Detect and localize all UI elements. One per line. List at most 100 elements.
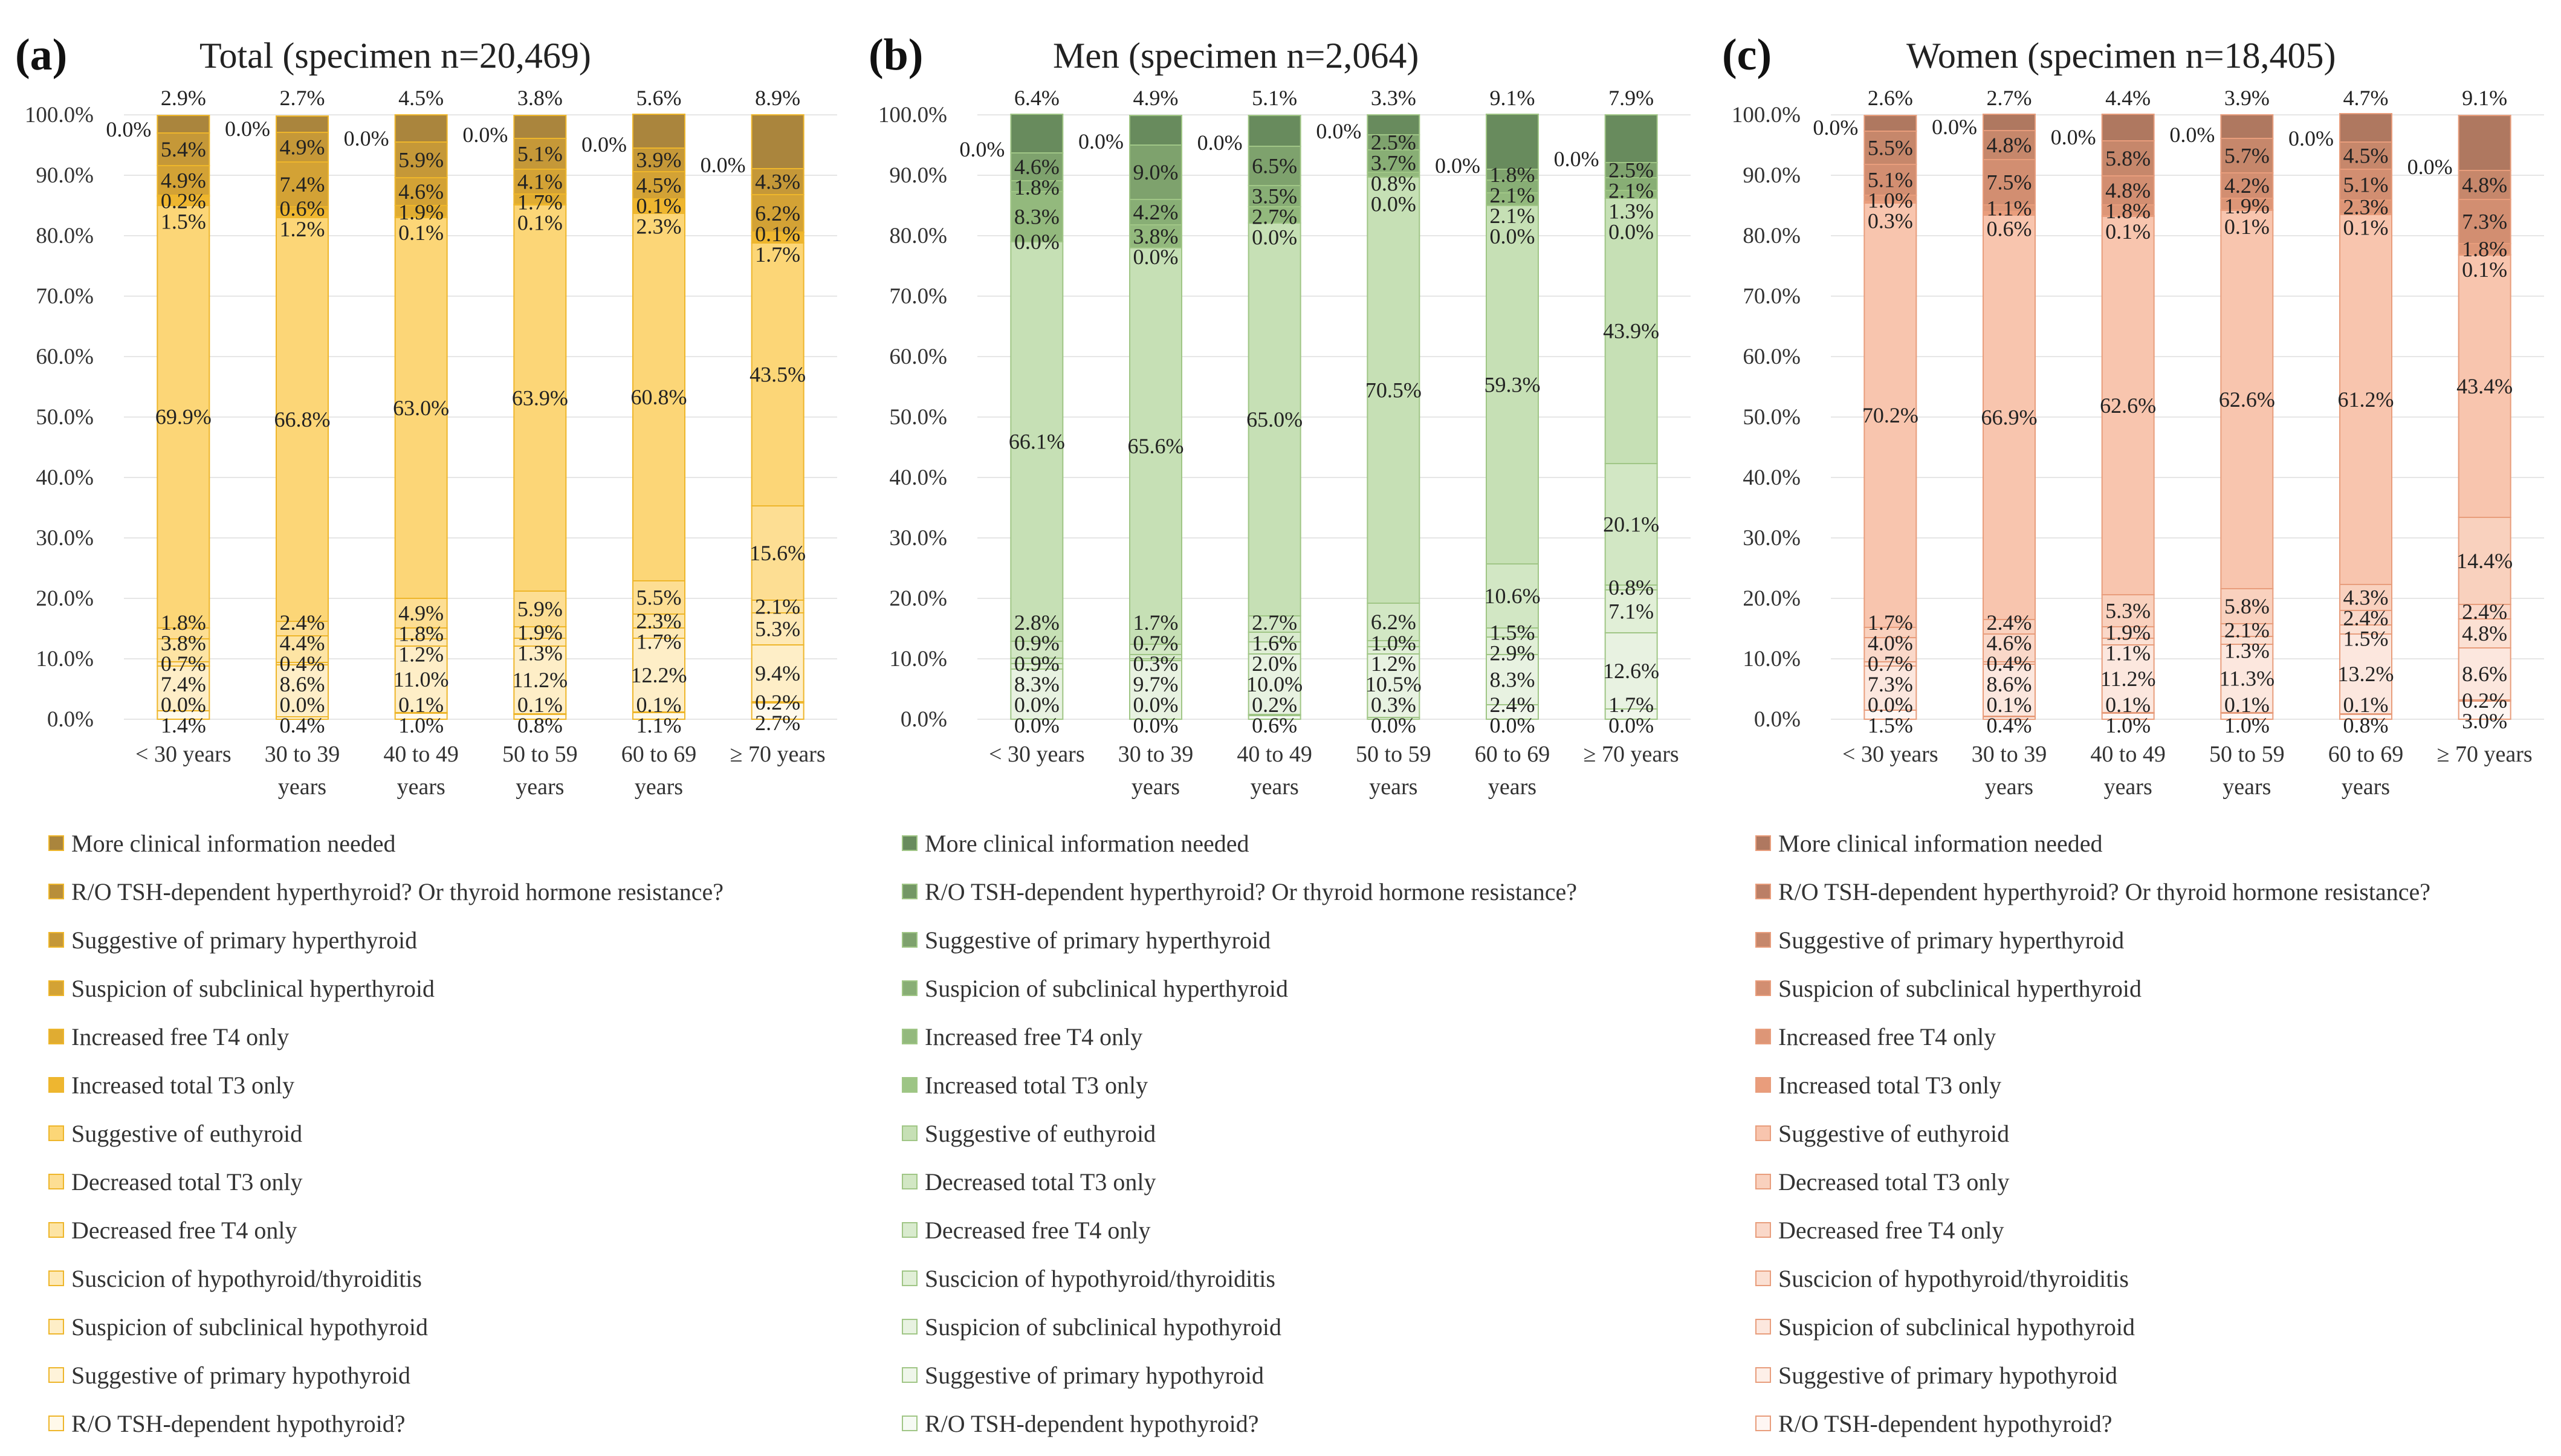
x-tick-label: years	[2342, 774, 2390, 800]
data-label: 3.9%	[636, 148, 682, 172]
legend-label: Suspicion of subclinical hyperthyroid	[71, 974, 435, 1002]
data-label: 0.3%	[1133, 652, 1179, 676]
legend-swatch	[48, 1222, 64, 1238]
y-tick-label: 20.0%	[36, 586, 94, 611]
bar-segment	[1486, 205, 1539, 565]
bar-segment	[1486, 704, 1539, 720]
bar-segment	[1863, 131, 1917, 165]
x-tick-label: years	[1488, 774, 1536, 800]
data-label: 0.0%	[1316, 119, 1361, 143]
data-label: 43.4%	[2456, 374, 2513, 398]
bar-segment	[1604, 632, 1658, 710]
data-label: 8.3%	[1490, 668, 1535, 692]
legend-item: Suscicion of hypothyroid/thyroiditis	[1755, 1260, 2129, 1296]
data-label: 1.0%	[2105, 713, 2151, 737]
data-label: 0.0%	[1133, 693, 1179, 717]
data-label: 2.1%	[1490, 204, 1535, 228]
y-tick-label: 30.0%	[36, 526, 94, 551]
data-label: 8.3%	[1014, 205, 1060, 229]
data-label: 0.9%	[1014, 631, 1060, 655]
panel-letter: (a)	[15, 30, 67, 80]
data-label: 5.5%	[1868, 136, 1913, 160]
data-label: 2.3%	[2343, 195, 2389, 219]
data-label: 11.2%	[2100, 667, 2156, 691]
data-label: 2.7%	[1252, 205, 1297, 229]
data-label: 7.4%	[280, 172, 325, 196]
legend-item: Increased free T4 only	[48, 1018, 289, 1055]
data-label: 0.4%	[280, 713, 325, 737]
bar-segment	[276, 161, 329, 207]
data-label: 0.0%	[2407, 155, 2453, 179]
data-label: 0.0%	[1014, 693, 1060, 717]
bar-segment	[513, 169, 567, 195]
legend-swatch	[902, 835, 918, 851]
bar-segment	[276, 132, 329, 163]
data-label: 9.4%	[755, 661, 800, 685]
bar-segment	[1129, 144, 1182, 200]
data-label: 1.8%	[161, 610, 206, 635]
x-tick-label: years	[2223, 774, 2271, 800]
data-label: 0.0%	[225, 117, 270, 141]
legend-item: R/O TSH-dependent hyperthyroid? Or thyro…	[1755, 873, 2430, 910]
legend-label: Suscicion of hypothyroid/thyroiditis	[925, 1264, 1275, 1292]
data-label: 14.4%	[2456, 549, 2513, 573]
y-tick-label: 10.0%	[889, 647, 947, 671]
data-label: 0.0%	[280, 693, 325, 717]
legend-item: More clinical information needed	[902, 825, 1249, 861]
legend-label: R/O TSH-dependent hypothyroid?	[1778, 1409, 2113, 1437]
legend-item: More clinical information needed	[1755, 825, 2102, 861]
y-tick-label: 30.0%	[889, 526, 947, 551]
data-label: 1.3%	[2224, 639, 2270, 663]
legend-swatch	[1755, 1077, 1771, 1093]
data-label: 0.1%	[398, 221, 444, 245]
x-tick-label: 60 to 69	[621, 742, 697, 767]
data-label: 0.0%	[1435, 154, 1480, 178]
data-label: 1.2%	[398, 642, 444, 667]
data-label: 3.0%	[2462, 709, 2507, 733]
bar-segment	[2101, 644, 2155, 713]
data-label: 0.0%	[1932, 115, 1977, 139]
bar-segment	[513, 115, 567, 139]
chart-title: Men (specimen n=2,064)	[1053, 36, 1419, 76]
bar-segment	[394, 645, 448, 713]
legend-item: R/O TSH-dependent hypothyroid?	[902, 1405, 1259, 1441]
x-tick-label: 50 to 59	[1356, 742, 1431, 767]
data-label: 1.9%	[2224, 194, 2270, 218]
legend-label: Suspicion of subclinical hyperthyroid	[925, 974, 1289, 1002]
panel-total: (a) Total (specimen n=20,469) 0.0% 10.0% 20.…	[0, 0, 853, 1456]
bar-segment	[2220, 210, 2274, 589]
bar-segment	[394, 177, 448, 206]
bar-segment	[1983, 130, 2036, 160]
data-label: 10.0%	[1246, 672, 1303, 696]
chart-women: (c) Women (specimen n=18,405) 0.0% 10.0% 20.…	[1722, 30, 2544, 800]
data-label: 3.8%	[161, 631, 206, 655]
data-label: 0.9%	[1014, 652, 1060, 676]
bar-segment	[2458, 517, 2511, 605]
bar-segment	[1486, 563, 1539, 629]
data-label: 2.7%	[755, 711, 800, 735]
y-tick-label: 60.0%	[36, 345, 94, 369]
bar-segment	[632, 580, 685, 615]
legend-label: Decreased free T4 only	[925, 1216, 1151, 1244]
data-label: 4.9%	[161, 169, 206, 193]
legend-label: Suggestive of primary hyperthyroid	[71, 926, 418, 954]
data-label: 2.8%	[1014, 610, 1060, 635]
x-tick-label: 30 to 39	[1118, 742, 1194, 767]
legend-swatch	[1755, 980, 1771, 996]
data-label: 1.8%	[1490, 163, 1535, 187]
legend-item: Suggestive of primary hypothyroid	[902, 1357, 1264, 1393]
bar-segment	[2458, 199, 2511, 244]
x-tick-label: years	[1985, 774, 2033, 800]
bar-segment	[2101, 114, 2155, 141]
data-label: 69.9%	[155, 405, 212, 429]
data-label: 0.0%	[1490, 224, 1535, 248]
data-label: 3.5%	[1252, 184, 1297, 209]
data-label: 1.7%	[755, 242, 800, 267]
data-label: 62.6%	[2100, 393, 2156, 418]
data-label: 0.6%	[280, 196, 325, 221]
bar-segment	[394, 217, 448, 599]
bar-segment	[2339, 169, 2392, 201]
data-label: 7.3%	[2462, 210, 2507, 234]
legend-label: R/O TSH-dependent hypothyroid?	[71, 1409, 406, 1437]
data-label: 4.2%	[2224, 173, 2270, 198]
